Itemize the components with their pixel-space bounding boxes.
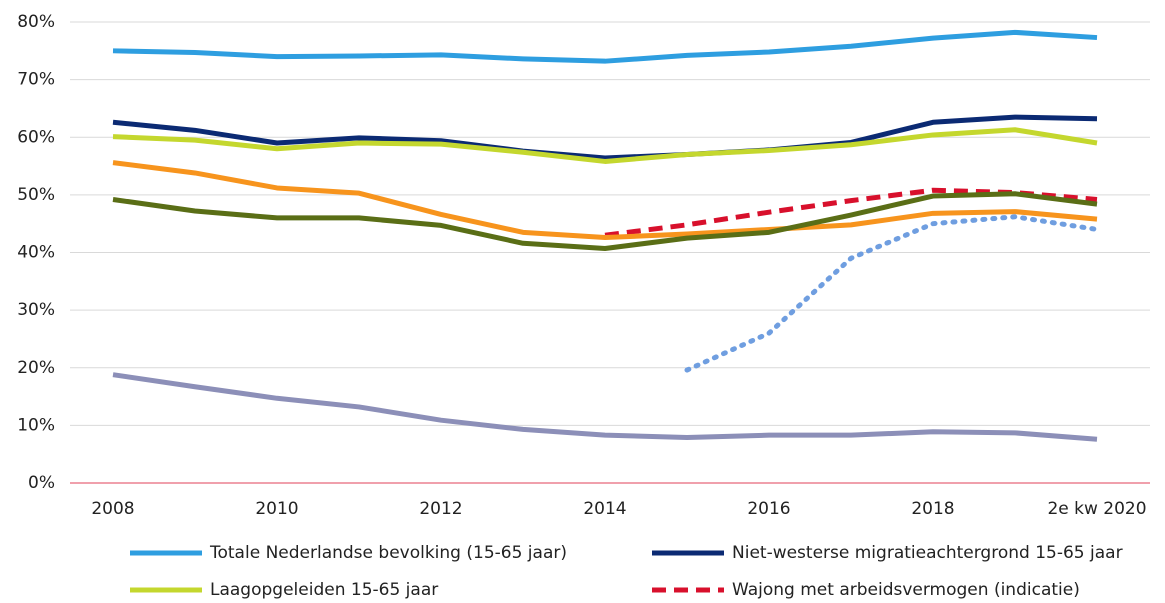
series-line [112, 114, 1098, 161]
y-tick-label: 10% [17, 415, 55, 435]
x-tick-label: 2012 [419, 499, 462, 519]
y-tick-label: 60% [17, 127, 55, 147]
y-tick-label: 20% [17, 358, 55, 378]
series-line [684, 214, 1100, 373]
series-line [112, 191, 1098, 251]
series-line [604, 187, 1098, 238]
x-tick-label: 2010 [255, 499, 298, 519]
y-tick-label: 30% [17, 300, 55, 320]
legend-label: Niet-westerse migratieachtergrond 15-65 … [732, 543, 1123, 563]
y-tick-label: 70% [17, 70, 55, 90]
series-line [112, 372, 1098, 442]
x-tick-label: 2008 [91, 499, 134, 519]
x-tick-label: 2014 [583, 499, 626, 519]
legend-label: Totale Nederlandse bevolking (15-65 jaar… [209, 543, 567, 563]
y-tick-label: 40% [17, 243, 55, 263]
x-tick-label: 2e kw 2020 [1047, 499, 1146, 519]
legend-label: Wajong met arbeidsvermogen (indicatie) [732, 580, 1080, 600]
legend-label: Laagopgeleiden 15-65 jaar [210, 580, 438, 600]
series-line [112, 127, 1098, 164]
series-line [112, 160, 1098, 241]
x-tick-label: 2016 [747, 499, 790, 519]
y-tick-label: 80% [17, 12, 55, 32]
y-tick-label: 0% [28, 473, 55, 493]
series-line [112, 29, 1098, 64]
y-tick-label: 50% [17, 185, 55, 205]
x-tick-label: 2018 [911, 499, 954, 519]
